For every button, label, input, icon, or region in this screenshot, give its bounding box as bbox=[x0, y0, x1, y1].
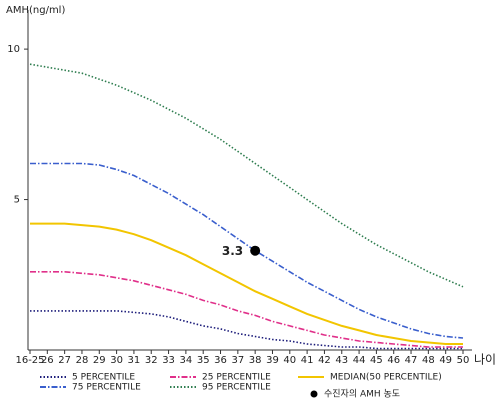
patient-point bbox=[250, 245, 261, 256]
x-tick-label: 45 bbox=[370, 355, 383, 366]
y-axis-label: AMH(ng/ml) bbox=[6, 5, 65, 16]
x-axis-label: 나이 bbox=[474, 353, 496, 367]
y-tick-label: 5 bbox=[14, 195, 20, 206]
x-tick-label: 32 bbox=[145, 355, 158, 366]
x-tick-label: 16-25 bbox=[15, 355, 44, 366]
legend-label: 75 PERCENTILE bbox=[72, 383, 141, 393]
x-tick-label: 46 bbox=[387, 355, 400, 366]
x-tick-label: 28 bbox=[76, 355, 89, 366]
x-tick-label: 26 bbox=[41, 355, 54, 366]
x-tick-label: 29 bbox=[93, 355, 106, 366]
x-tick-label: 37 bbox=[231, 355, 244, 366]
series-line bbox=[30, 222, 463, 345]
series-line bbox=[30, 310, 463, 350]
x-tick-label: 44 bbox=[353, 355, 366, 366]
x-tick-label: 43 bbox=[335, 355, 348, 366]
x-tick-label: 35 bbox=[197, 355, 210, 366]
x-tick-label: 39 bbox=[266, 355, 279, 366]
x-tick-label: 49 bbox=[439, 355, 452, 366]
legend-label: 5 PERCENTILE bbox=[72, 373, 135, 383]
legend-swatch bbox=[310, 390, 318, 398]
x-tick-label: 30 bbox=[110, 355, 123, 366]
series-line bbox=[30, 271, 463, 348]
legend-label: 수진자의 AMH 농도 bbox=[324, 389, 400, 400]
x-tick-label: 34 bbox=[180, 355, 193, 366]
legend-label: 95 PERCENTILE bbox=[202, 383, 271, 393]
series-line bbox=[29, 63, 464, 288]
x-tick-label: 38 bbox=[249, 355, 262, 366]
x-tick-label: 40 bbox=[283, 355, 296, 366]
x-tick-label: 36 bbox=[214, 355, 227, 366]
x-tick-label: 27 bbox=[58, 355, 71, 366]
x-tick-label: 48 bbox=[422, 355, 435, 366]
x-tick-label: 41 bbox=[301, 355, 314, 366]
x-tick-label: 50 bbox=[457, 355, 470, 366]
x-tick-label: 42 bbox=[318, 355, 331, 366]
legend-label: MEDIAN(50 PERCENTILE) bbox=[330, 373, 442, 383]
x-tick-label: 47 bbox=[405, 355, 418, 366]
legend-label: 25 PERCENTILE bbox=[202, 373, 271, 383]
y-tick-label: 10 bbox=[7, 44, 20, 55]
x-tick-label: 31 bbox=[128, 355, 141, 366]
point-label: 3.3 bbox=[222, 244, 243, 258]
x-tick-label: 33 bbox=[162, 355, 175, 366]
series-line bbox=[30, 162, 464, 339]
